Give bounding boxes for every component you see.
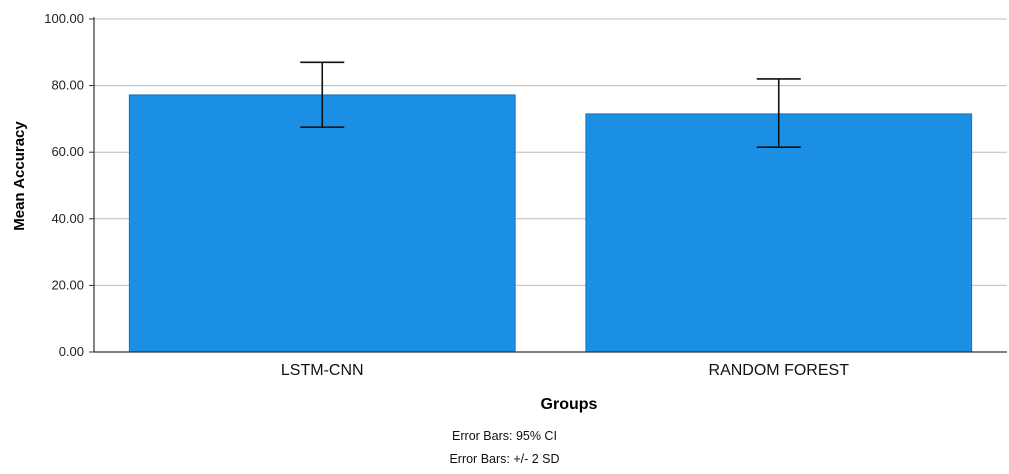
y-tick-labels: 0.00 20.00 40.00 60.00 80.00 100.00 (44, 11, 94, 359)
error-bars (300, 61, 801, 149)
x-category-label: RANDOM FOREST (709, 362, 850, 379)
footnote-sd: Error Bars: +/- 2 SD (449, 452, 560, 466)
y-tick-label: 60.00 (51, 144, 84, 159)
y-tick-label: 20.00 (51, 277, 84, 292)
axes (93, 17, 1007, 353)
footnote-ci: Error Bars: 95% CI (452, 429, 557, 443)
bars (128, 94, 973, 353)
y-tick-label: 100.00 (44, 11, 84, 26)
bar (585, 113, 973, 353)
x-category-label: LSTM-CNN (281, 362, 364, 379)
y-axis-title: Mean Accuracy (11, 121, 28, 231)
y-tick-label: 40.00 (51, 211, 84, 226)
x-axis-title: Groups (541, 396, 598, 413)
bar (128, 94, 516, 353)
y-tick-label: 0.00 (59, 344, 84, 359)
y-tick-label: 80.00 (51, 78, 84, 93)
x-category-labels: LSTM-CNN RANDOM FOREST (281, 362, 849, 379)
